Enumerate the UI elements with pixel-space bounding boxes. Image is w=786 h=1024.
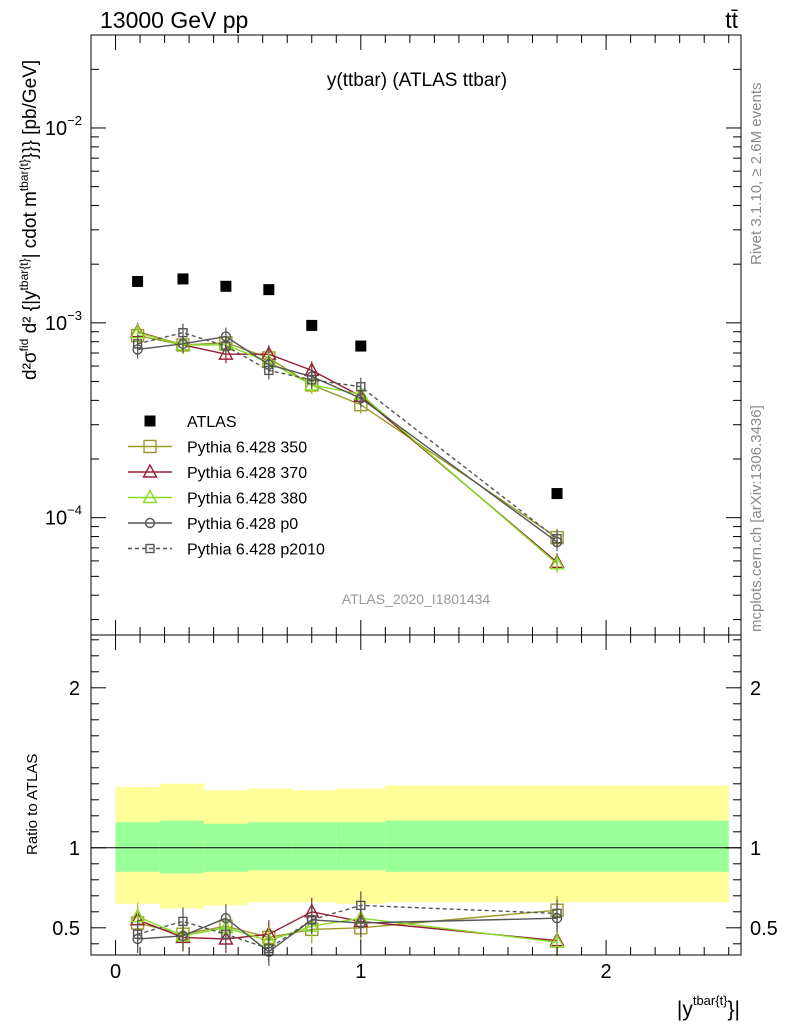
main-y-tick-labels: 10−2 10−3 10−4 [45,113,82,530]
data-point [178,327,188,338]
ratio-plot-panel: 0.5 0.5 1 1 2 2 0 1 2 Ratio to ATLAS |ytbar{t}}| [24,634,778,1021]
legend-label: Pythia 6.428 p2010 [187,542,325,559]
legend-label: Pythia 6.428 p0 [187,516,298,533]
legend-marker [144,415,156,427]
legend-label: Pythia 6.428 350 [187,440,307,457]
ratio-y-tick-label-right: 1 [750,838,761,860]
legend-marker [142,489,158,504]
inner-band [385,820,729,872]
legend-marker [142,463,158,478]
ratio-y-tick-label-left: 1 [69,838,80,860]
ylabel-num-sup: fid [17,339,31,352]
data-point [355,340,367,352]
ratio-y-tick-label-right: 2 [750,678,761,700]
data-point [221,341,231,351]
ratio-y-tick-label-left: 2 [69,678,80,700]
ratio-plot-frame [90,634,742,956]
legend-entry-pythia-6-428-380: Pythia 6.428 380 [128,489,307,508]
data-point [552,534,562,544]
legend-entry-pythia-6-428-350: Pythia 6.428 350 [128,440,307,457]
main-axis-ticks [91,34,741,635]
data-point [306,319,318,331]
inner-band [115,822,160,872]
legend-marker [143,439,157,454]
legend-entry-pythia-6-428-p2010: Pythia 6.428 p2010 [128,542,325,559]
analysis-label: ATLAS_2020_I1801434 [342,591,491,607]
ratio-y-tick-label-right: 0.5 [750,918,778,940]
ratio-series-p380 [129,902,565,957]
xlabel-sup: tbar{t} [693,993,728,1008]
ratio-point [307,915,317,925]
legend-entry-pythia-6-428-p0: Pythia 6.428 p0 [128,516,298,533]
legend-entry-atlas: ATLAS [144,414,237,431]
ylabel-rest-sup: tbar{t} [17,159,31,191]
inner-band [159,820,204,874]
data-point [220,280,232,292]
mcplots-label: mcplots.cern.ch [arXiv:1306.3436] [748,405,765,632]
main-plot-panel: y(ttbar) (ATLAS ttbar) ATLAS_2020_I18014… [17,34,742,636]
main-y-axis-label: d²σfid d² {|ytbar{t}| cdot mtbar{t}}}} [… [17,60,41,380]
legend: ATLAS Pythia 6.428 350 Pythia 6.428 370 Pyt… [128,414,325,559]
series-p2010 [132,323,562,548]
x-tick-label: 1 [355,961,366,983]
x-axis-label: |ytbar{t}}| [677,993,740,1021]
ratio-point [356,900,366,911]
x-tick-label: 0 [110,961,121,983]
legend-label: ATLAS [187,414,237,431]
inner-band [336,822,386,871]
ratio-tick-labels: 0.5 0.5 1 1 2 2 0 1 2 [52,678,778,983]
ratio-point [178,916,188,927]
legend-marker [145,543,155,554]
x-tick-label: 2 [601,961,612,983]
data-point [264,365,274,376]
ylabel-tail: }}} [pb/GeV] [20,60,41,159]
main-y-tick-label: 10−4 [45,503,82,530]
data-point [263,284,275,296]
data-point [549,555,565,570]
inner-band [247,822,293,871]
xlabel-base: |y [677,998,693,1021]
plot-title: y(ttbar) (ATLAS ttbar) [327,70,507,91]
ratio-line-p2010 [137,904,558,950]
legend-label: Pythia 6.428 370 [187,465,307,482]
ratio-line-p350 [137,909,558,939]
data-point [307,375,317,385]
ratio-uncertainty-bands [115,783,729,909]
rivet-label: Rivet 3.1.10, ≥ 2.6M events [748,83,765,266]
ylabel-den-sup: tbar{t} [17,258,31,290]
main-y-tick-label: 10−3 [45,308,82,335]
ratio-point [552,908,562,919]
beam-label: 13000 GeV pp [100,7,248,33]
ylabel-den: d² {|y [20,290,41,333]
xlabel-tail: }| [728,998,740,1021]
ratio-y-tick-label-left: 0.5 [52,918,80,940]
legend-marker [144,517,156,529]
ratio-series-p2010 [132,891,562,963]
main-y-tick-label: 10−2 [45,113,82,140]
legend-entry-pythia-6-428-370: Pythia 6.428 370 [128,463,307,482]
data-point [132,339,143,349]
ratio-point [264,943,274,954]
legend-label: Pythia 6.428 380 [187,491,307,508]
data-point [218,345,234,360]
ratio-point [132,929,143,939]
ylabel-rest: | cdot m [20,191,41,258]
data-point [177,273,189,285]
data-point [551,488,563,500]
data-point [132,275,144,287]
series-atlas [132,273,563,500]
ratio-point [221,929,231,939]
ylabel-num: d²σ [20,351,41,380]
ratio-y-axis-label: Ratio to ATLAS [24,754,41,855]
inner-band [292,822,337,871]
main-series-layer [129,273,565,573]
series-line-p2010 [137,331,558,540]
ratio-axis-ticks [91,635,741,955]
ratio-series-layer [129,891,565,966]
process-label: tt̄ [725,7,738,33]
data-point [356,382,366,392]
